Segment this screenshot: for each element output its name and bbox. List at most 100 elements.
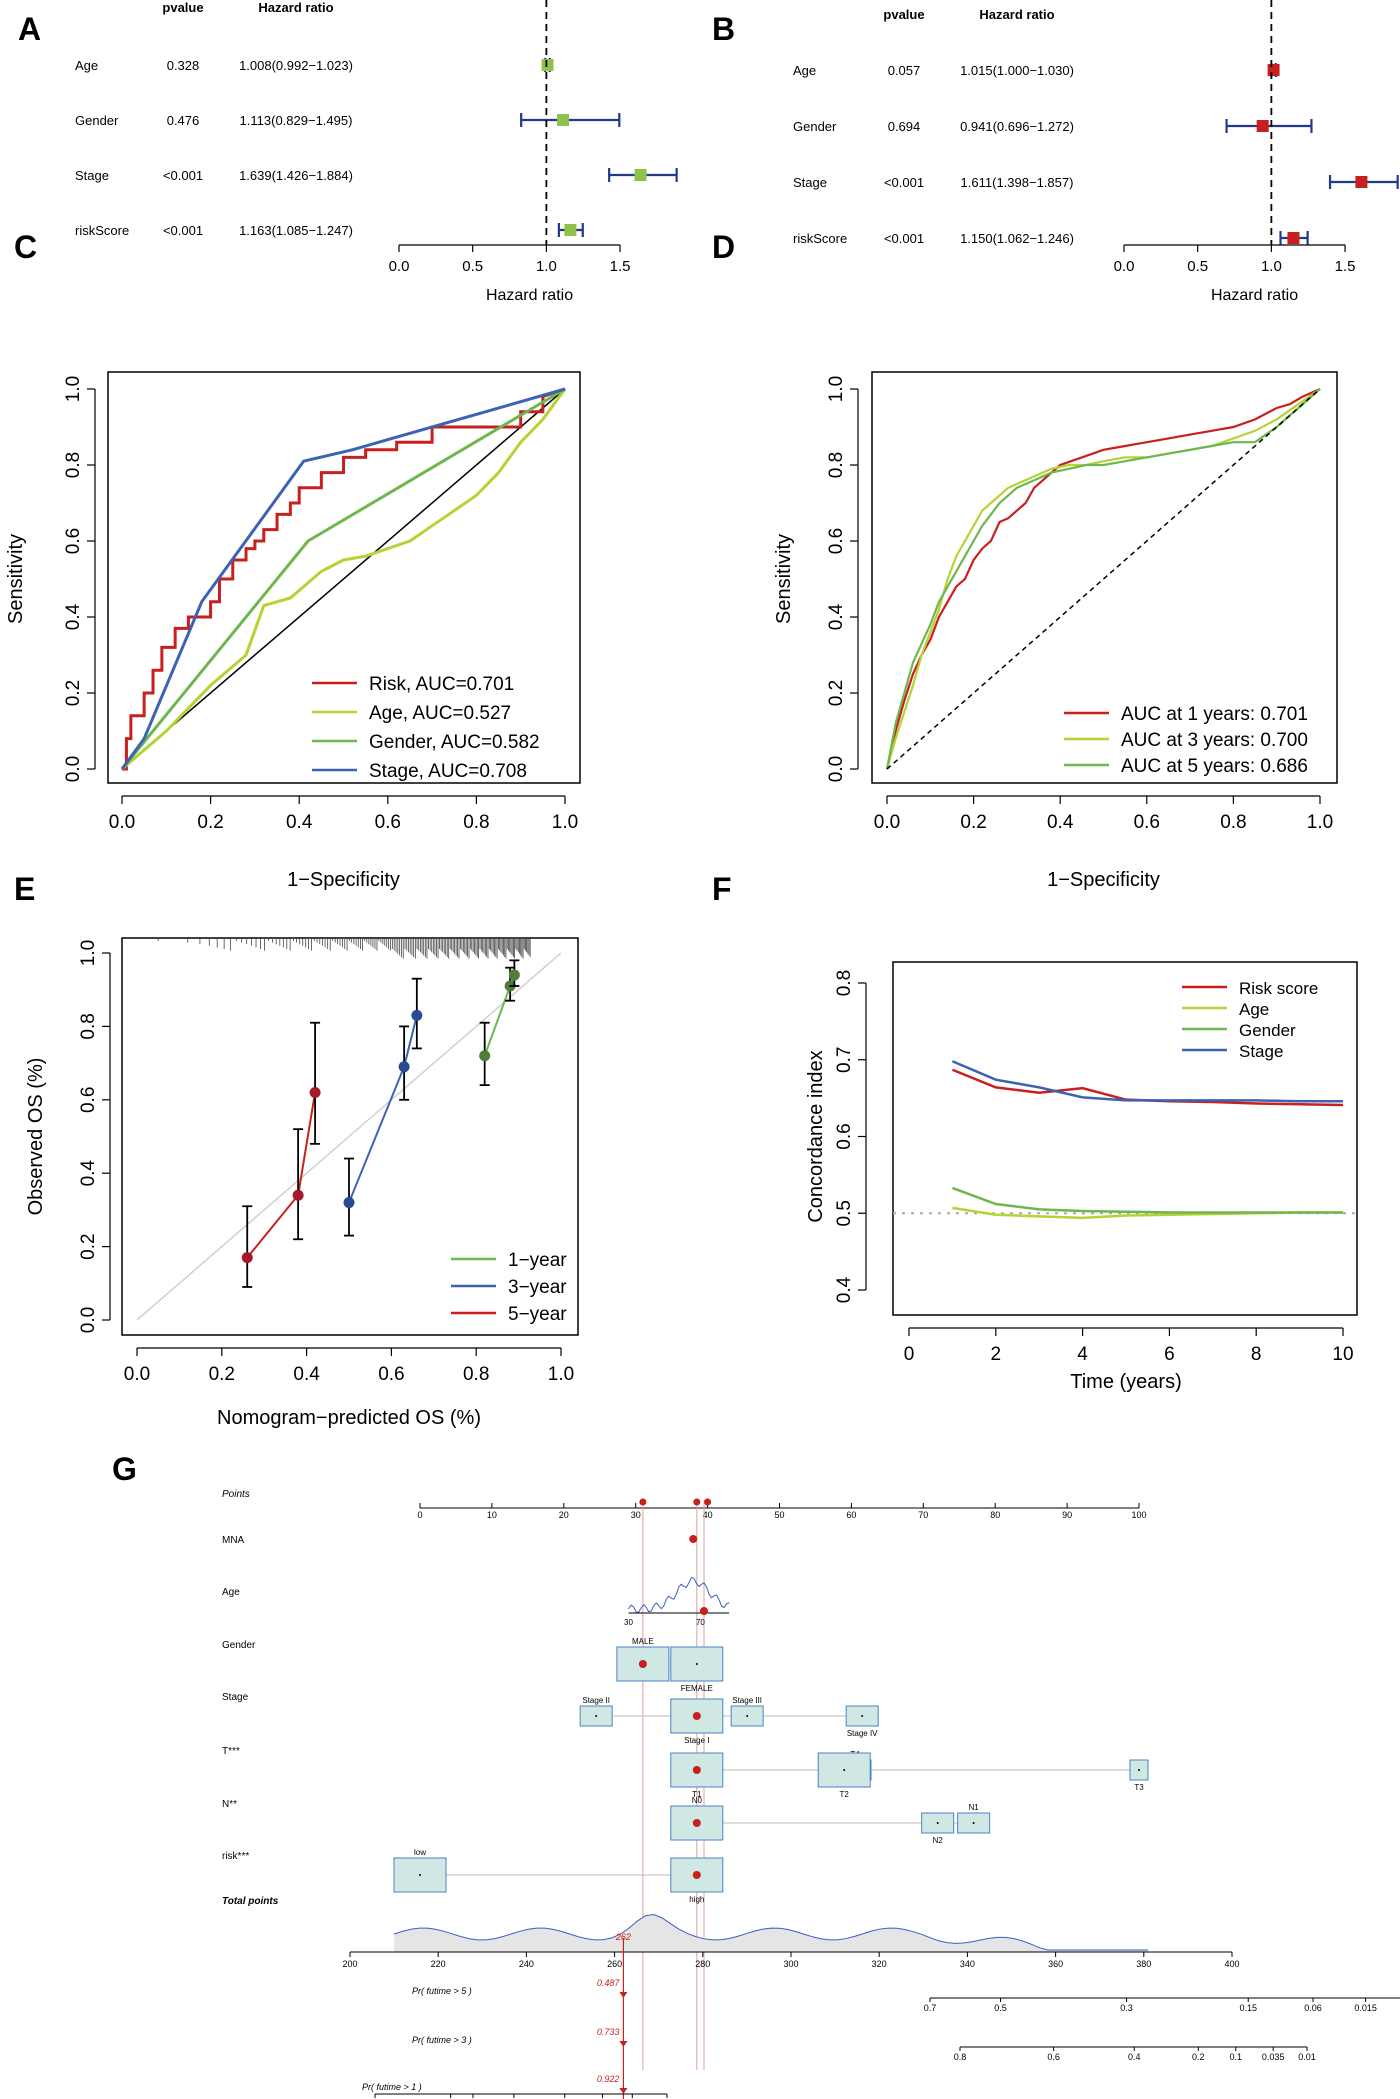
nomo-surv-tick-label: 0.15 xyxy=(1239,2003,1257,2013)
y-tick-label: 1.0 xyxy=(63,376,84,402)
forest-row-hr-text: 1.163(1.085−1.247) xyxy=(239,223,353,238)
nomo-points-tick-label: 40 xyxy=(703,1510,713,1520)
nomo-selected-dot xyxy=(692,1766,701,1774)
y-tick-label: 0.2 xyxy=(78,1233,99,1259)
nomo-total-tick-label: 260 xyxy=(607,1959,622,1969)
nomo-points-dot xyxy=(639,1498,647,1506)
panel-letter-c: C xyxy=(14,229,37,265)
nomo-box-center xyxy=(972,1822,975,1824)
y-tick-label: 0.6 xyxy=(78,1087,99,1113)
roc-diagonal xyxy=(121,388,566,770)
nomo-level-label: FEMALE xyxy=(681,1684,713,1693)
nomo-points-dot xyxy=(693,1498,701,1506)
y-tick-label: 0.0 xyxy=(826,756,847,782)
nomo-selected-dot xyxy=(692,1819,701,1827)
forest-point xyxy=(634,169,647,181)
x-tick-label: 4 xyxy=(1077,1344,1088,1365)
nomo-var-label: Age xyxy=(222,1587,240,1598)
nomo-surv-tick-label: 0.015 xyxy=(1354,2003,1377,2013)
y-tick-label: 0.5 xyxy=(834,1200,855,1226)
nomo-surv-tick-label: 0.3 xyxy=(1120,2003,1133,2013)
nomo-total-tick-label: 320 xyxy=(872,1959,887,1969)
nomo-var-label: N** xyxy=(222,1799,237,1810)
nomo-total-density-fill xyxy=(394,1914,1149,1952)
nomo-surv-arrow xyxy=(619,2041,628,2047)
nomo-total-tick-label: 400 xyxy=(1224,1959,1239,1969)
x-tick-label: 1.0 xyxy=(552,812,578,833)
y-tick-label: 0.8 xyxy=(834,970,855,996)
y-axis-label: Sensitivity xyxy=(5,534,27,624)
legend-f-label: Gender xyxy=(1239,1021,1296,1040)
nomo-level-label: T3 xyxy=(1134,1783,1144,1792)
x-tick-label: 1.0 xyxy=(1307,812,1333,833)
nomo-level-label: N1 xyxy=(969,1803,980,1812)
y-tick-label: 0.2 xyxy=(63,680,84,706)
forest-row-pvalue: 0.057 xyxy=(888,63,921,78)
calibration-point xyxy=(398,1061,410,1073)
nomo-surv-tick-label: 0.7 xyxy=(924,2003,937,2013)
forest-x-tick-label: 1.0 xyxy=(1261,258,1282,275)
x-tick-label: 0.0 xyxy=(124,1364,150,1385)
nomo-points-tick-label: 0 xyxy=(417,1510,422,1520)
calibration-point xyxy=(343,1197,355,1209)
x-tick-label: 0.2 xyxy=(197,812,223,833)
x-tick-label: 0.6 xyxy=(378,1364,404,1385)
forest-header-hazard-ratio: Hazard ratio xyxy=(979,7,1054,22)
x-tick-label: 0.8 xyxy=(463,812,489,833)
calibration-point xyxy=(411,1009,423,1021)
x-tick-label: 0.2 xyxy=(209,1364,235,1385)
forest-x-tick-label: 1.5 xyxy=(1335,258,1356,275)
cindex-line-gender xyxy=(951,1186,1343,1214)
forest-x-tick-label: 1.0 xyxy=(536,258,557,275)
forest-row-pvalue: 0.476 xyxy=(167,113,200,128)
y-tick-label: 0.0 xyxy=(78,1307,99,1333)
forest-row-hr-text: 1.113(0.829−1.495) xyxy=(240,113,353,128)
y-tick-label: 0.4 xyxy=(826,603,847,630)
forest-header-hazard-ratio: Hazard ratio xyxy=(258,0,333,15)
x-tick-label: 2 xyxy=(991,1344,1002,1365)
nomo-total-density-line xyxy=(393,1914,1149,1951)
forest-x-label: Hazard ratio xyxy=(486,287,573,304)
nomo-points-tick-label: 100 xyxy=(1131,1510,1146,1520)
forest-row-label: riskScore xyxy=(75,223,129,238)
forest-row-hr-text: 1.639(1.426−1.884) xyxy=(239,168,353,183)
nomo-var-label: T*** xyxy=(222,1746,240,1757)
nomo-surv-arrow xyxy=(619,2088,628,2094)
nomo-total-tick-label: 220 xyxy=(431,1959,446,1969)
x-tick-label: 0.4 xyxy=(1047,812,1074,833)
calibration-point xyxy=(292,1189,304,1201)
roc-curve xyxy=(885,388,1321,770)
forest-point xyxy=(1355,176,1368,188)
nomo-age-tick-label: 70 xyxy=(696,1618,705,1627)
nomo-box-center xyxy=(419,1874,421,1876)
x-tick-label: 0.0 xyxy=(874,812,900,833)
forest-row-hr-text: 1.015(1.000−1.030) xyxy=(960,63,1074,78)
legend-c-label: Age, AUC=0.527 xyxy=(369,703,511,724)
forest-header-pvalue: pvalue xyxy=(162,0,203,15)
nomo-age-tick-label: 30 xyxy=(624,1618,633,1627)
x-axis-label: 1−Specificity xyxy=(287,869,400,891)
forest-row-pvalue: <0.001 xyxy=(163,168,203,183)
calibration-point xyxy=(508,969,520,981)
forest-point xyxy=(1287,232,1300,244)
nomo-var-label: Gender xyxy=(222,1640,256,1651)
nomo-level-label: Stage IV xyxy=(847,1729,878,1738)
forest-row-label: Stage xyxy=(75,168,109,183)
nomo-var-label: MNA xyxy=(222,1535,245,1546)
roc-curve-risk xyxy=(122,387,566,771)
nomo-box xyxy=(817,1752,871,1788)
legend-bg xyxy=(1058,690,1332,777)
plot-frame xyxy=(892,961,1358,1316)
forest-row-label: Age xyxy=(793,63,816,78)
y-axis-label: Sensitivity xyxy=(773,534,795,624)
x-tick-label: 0.8 xyxy=(1220,812,1246,833)
roc-curve-stage xyxy=(120,387,566,770)
forest-x-tick-label: 0.0 xyxy=(1114,258,1135,275)
nomo-level-label: T1 xyxy=(692,1790,702,1799)
forest-row-label: Stage xyxy=(793,175,827,190)
forest-row-pvalue: <0.001 xyxy=(884,231,924,246)
nomo-points-tick-label: 10 xyxy=(487,1510,497,1520)
nomo-selected-dot xyxy=(689,1535,698,1543)
legend-d-label: AUC at 1 years: 0.701 xyxy=(1121,704,1308,725)
nomo-points-label: Points xyxy=(222,1489,250,1500)
